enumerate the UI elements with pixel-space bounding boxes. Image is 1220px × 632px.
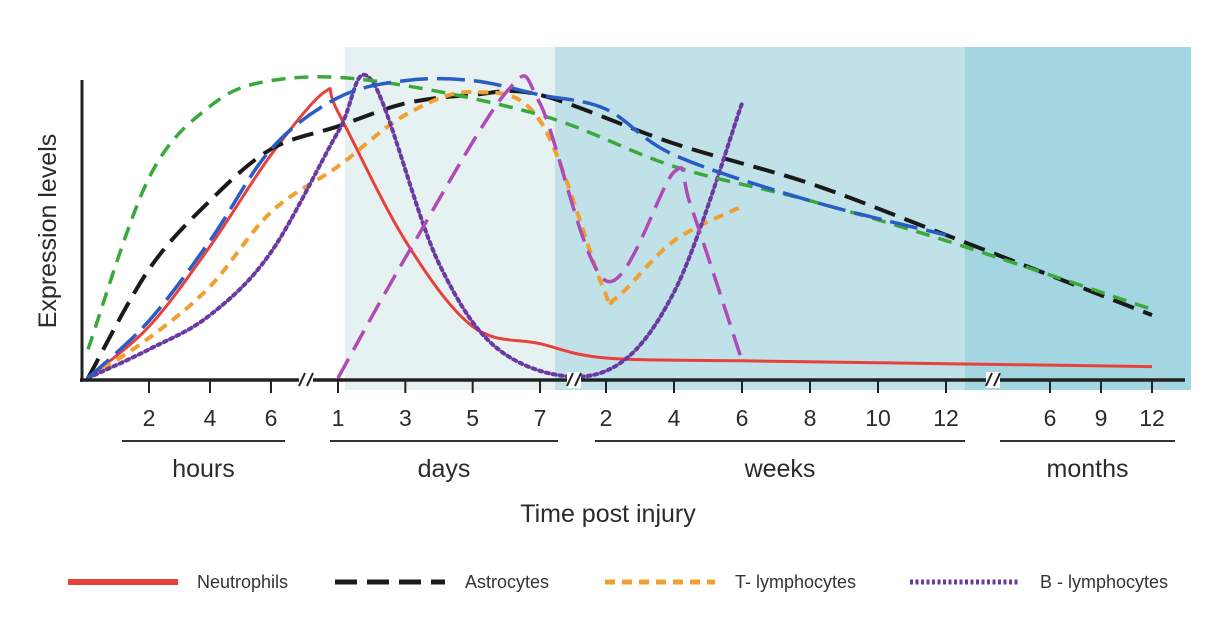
y-axis-title: Expression levels: [34, 134, 62, 329]
time-group-label: weeks: [744, 455, 816, 483]
x-tick-label: 8: [804, 405, 817, 431]
x-tick-label: 10: [865, 405, 891, 431]
axis-break-gap: [567, 372, 581, 388]
x-tick-label: 5: [466, 405, 479, 431]
axis-break-mark: [993, 372, 1001, 387]
legend-label: B - lymphocytes: [1040, 572, 1168, 592]
x-tick-label: 12: [933, 405, 959, 431]
legend-label: T- lymphocytes: [735, 572, 856, 592]
axes: [80, 80, 1185, 388]
axis-break-mark: [298, 372, 306, 387]
axis-break-gap: [299, 372, 313, 388]
x-tick-label: 4: [204, 405, 217, 431]
series-line-astrocytes: [86, 88, 1153, 379]
legend-label: Neutrophils: [197, 572, 288, 592]
axis-break-mark: [574, 372, 582, 387]
time-group-label: months: [1047, 455, 1129, 483]
legend-label: Astrocytes: [465, 572, 549, 592]
x-tick-label: 6: [1044, 405, 1057, 431]
x-tick-label: 2: [143, 405, 156, 431]
series-line-b-lymphocytes: [86, 72, 744, 380]
time-groups: hours days weeks months: [122, 440, 1175, 483]
series-lines: [86, 72, 1153, 380]
x-tick-label: 4: [668, 405, 681, 431]
x-tick-label: 9: [1095, 405, 1108, 431]
axis-break-gap: [986, 372, 1000, 388]
background-bands: [345, 47, 1191, 390]
axis-break-mark: [566, 372, 574, 387]
series-line-unlabeled-5: [86, 75, 1153, 350]
background-band: [555, 47, 965, 390]
time-group-label: hours: [172, 455, 235, 483]
background-band: [965, 47, 1191, 390]
series-line-unlabeled-6: [86, 76, 947, 380]
time-group-label: days: [418, 455, 471, 483]
x-ticks: 2 4 6 1 3 5 7 2 4 6 8 10 12 6 9 12: [143, 381, 1165, 431]
x-tick-label: 12: [1139, 405, 1165, 431]
x-tick-label: 7: [534, 405, 547, 431]
axis-break-mark: [306, 372, 314, 387]
x-axis-title: Time post injury: [520, 500, 696, 528]
x-tick-label: 1: [332, 405, 345, 431]
series-line-unlabeled-7: [336, 74, 744, 379]
legend: Neutrophils Astrocytes T- lymphocytes B - l…: [68, 572, 1168, 592]
x-tick-label: 3: [399, 405, 412, 431]
x-tick-label: 2: [600, 405, 613, 431]
axis-break-mark: [985, 372, 993, 387]
background-band: [345, 47, 555, 390]
series-line-t-lymphocytes: [86, 89, 743, 380]
x-tick-label: 6: [736, 405, 749, 431]
series-line-neutrophils: [87, 87, 1153, 380]
x-tick-label: 6: [265, 405, 278, 431]
